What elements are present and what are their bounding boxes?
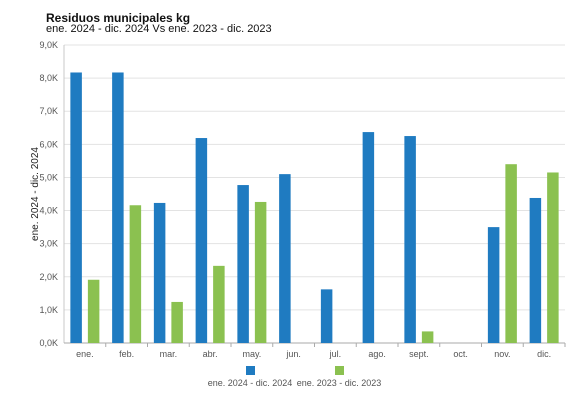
bar-series2-dic (547, 172, 559, 343)
y-tick-label: 3,0K (39, 239, 58, 249)
x-tick-label: jun. (285, 349, 301, 359)
bar-series2-abr (213, 265, 225, 343)
y-tick-label: 1,0K (39, 305, 58, 315)
y-tick-label: 7,0K (39, 106, 58, 116)
bar-series2-sept (421, 331, 434, 343)
chart-title: Residuos municipales kg (46, 11, 191, 25)
bar-series1-abr (195, 138, 208, 343)
bar-series2-nov (505, 164, 517, 343)
bar-series1-jun (279, 174, 291, 343)
x-tick-label: ago. (368, 349, 386, 359)
chart-subtitle: ene. 2024 - dic. 2024 Vs ene. 2023 - dic… (46, 23, 272, 35)
x-tick-label: mar. (160, 349, 178, 359)
x-tick-label: sept. (409, 349, 429, 359)
bar-series2-feb (129, 205, 142, 343)
legend-label: ene. 2024 - dic. 2024 (208, 378, 293, 388)
bar-series1-ene (70, 72, 82, 343)
y-tick-label: 2,0K (39, 272, 58, 282)
bar-series1-mar (153, 202, 166, 343)
x-tick-label: may. (242, 349, 261, 359)
y-axis-label: ene. 2024 - dic. 2024 (30, 147, 41, 241)
x-tick-label: dic. (537, 349, 551, 359)
bar-series2-may (254, 201, 267, 343)
y-tick-label: 6,0K (39, 139, 58, 149)
x-tick-label: jul. (329, 349, 342, 359)
bar-series1-sept (404, 136, 416, 343)
y-tick-label: 5,0K (39, 172, 58, 182)
bar-series1-feb (112, 72, 124, 343)
x-tick-label: abr. (203, 349, 218, 359)
y-tick-label: 0,0K (39, 338, 58, 348)
bar-series1-may (237, 185, 249, 343)
bar-series1-ago (362, 132, 375, 343)
bar-series2-ene (87, 279, 100, 343)
bar-series1-nov (487, 227, 500, 343)
legend-swatch (246, 366, 255, 375)
x-tick-label: nov. (494, 349, 510, 359)
bar-series2-mar (171, 301, 183, 343)
y-tick-label: 8,0K (39, 73, 58, 83)
bar-series1-dic (529, 197, 542, 343)
x-tick-label: feb. (119, 349, 134, 359)
legend-label: ene. 2023 - dic. 2023 (297, 378, 382, 388)
y-tick-label: 9,0K (39, 40, 58, 50)
legend-swatch (335, 366, 344, 375)
x-tick-label: ene. (76, 349, 94, 359)
x-tick-label: oct. (453, 349, 468, 359)
bar-series1-jul (320, 289, 333, 343)
y-tick-label: 4,0K (39, 206, 58, 216)
